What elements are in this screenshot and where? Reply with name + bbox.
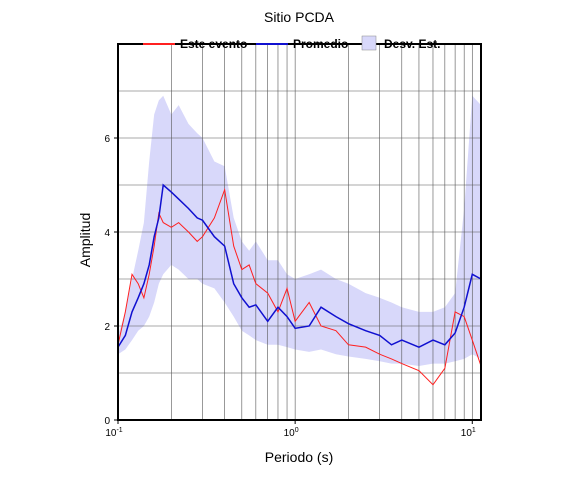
series-line: [117, 183, 482, 348]
x-tick-exponent: 0: [295, 427, 299, 434]
x-tick-base: 10: [284, 428, 296, 439]
x-tick-base: 10: [105, 428, 117, 439]
legend-label: Promedio: [293, 37, 348, 51]
legend-swatch: [361, 35, 377, 51]
x-tick-label: 100: [284, 427, 299, 439]
x-axis-label: Periodo (s): [265, 449, 333, 465]
std-band: [118, 95, 481, 366]
legend-label: Desv. Est.: [384, 37, 440, 51]
x-tick-label: 101: [461, 427, 476, 439]
y-tick-label: 6: [104, 134, 110, 145]
y-tick-label: 2: [104, 322, 110, 333]
x-tick-label: 10-1: [105, 427, 122, 439]
legend-label: Este evento: [180, 37, 247, 51]
x-tick-base: 10: [461, 428, 473, 439]
y-tick-label: 4: [104, 228, 110, 239]
chart-title: Sitio PCDA: [264, 9, 335, 25]
x-tick-exponent: -1: [116, 427, 122, 434]
x-tick-exponent: 1: [472, 427, 476, 434]
series-line: [117, 187, 482, 386]
y-axis-label: Amplitud: [77, 213, 93, 267]
y-tick-label: 0: [104, 416, 110, 427]
